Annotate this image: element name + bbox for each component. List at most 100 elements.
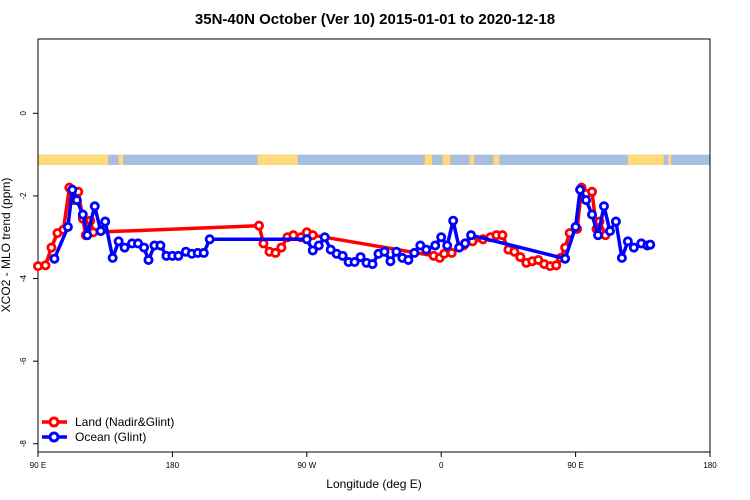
data-point <box>448 215 459 226</box>
data-point <box>119 242 130 253</box>
data-point <box>509 246 520 257</box>
data-point <box>143 254 154 265</box>
x-tick-label: 90 E <box>567 461 583 470</box>
data-point <box>173 250 184 261</box>
data-point <box>403 254 414 265</box>
land-segment <box>424 154 433 165</box>
data-point <box>254 220 265 231</box>
data-point <box>107 252 118 263</box>
y-tick-label: -8 <box>19 440 28 448</box>
series-land <box>33 182 611 272</box>
data-point <box>155 240 166 251</box>
data-point <box>515 252 526 263</box>
data-point <box>46 242 57 253</box>
land-segment <box>668 154 672 165</box>
y-axis-label: XCO2 - MLO trend (ppm) <box>0 178 13 313</box>
y-tick-label: -6 <box>19 357 28 365</box>
data-point <box>587 209 598 220</box>
data-point <box>570 221 581 232</box>
data-point <box>349 257 360 268</box>
land-mask-strip <box>38 154 710 165</box>
data-point <box>497 230 508 241</box>
data-point <box>593 230 604 241</box>
land-segment <box>442 154 451 165</box>
data-point <box>385 256 396 267</box>
data-point <box>442 240 453 251</box>
data-point <box>355 252 366 263</box>
data-point <box>71 195 82 206</box>
data-point <box>95 226 106 237</box>
data-point <box>439 248 450 259</box>
data-point <box>421 244 432 255</box>
x-tick-label: 90 E <box>30 461 46 470</box>
data-point <box>628 242 639 253</box>
data-point <box>409 247 420 258</box>
land-segment <box>493 154 500 165</box>
data-point <box>307 245 318 256</box>
x-axis-label: Longitude (deg E) <box>326 477 421 491</box>
data-point <box>391 246 402 257</box>
data-point <box>100 216 111 227</box>
data-point <box>645 239 656 250</box>
land-segment <box>627 154 664 165</box>
legend-entry-land: Land (Nadir&Glint) <box>42 415 174 429</box>
land-segment <box>469 154 475 165</box>
legend-entry-ocean: Ocean (Glint) <box>42 430 146 444</box>
data-point <box>436 232 447 243</box>
data-point <box>62 221 73 232</box>
x-tick-label: 90 W <box>297 461 316 470</box>
data-point <box>610 216 621 227</box>
data-point <box>598 201 609 212</box>
series-ocean <box>49 184 656 270</box>
data-point <box>575 184 586 195</box>
x-tick-label: 180 <box>166 461 180 470</box>
y-tick-label: -2 <box>19 192 28 200</box>
land-segment <box>38 154 109 165</box>
ocean-band <box>38 154 710 165</box>
data-point <box>33 261 44 272</box>
data-point <box>49 253 60 264</box>
chart-title: 35N-40N October (Ver 10) 2015-01-01 to 2… <box>195 11 555 28</box>
data-point <box>204 234 215 245</box>
data-point <box>560 253 571 264</box>
data-point <box>466 230 477 241</box>
land-segment <box>257 154 298 165</box>
data-point <box>113 236 124 247</box>
data-point <box>313 240 324 251</box>
series-layer <box>33 182 656 272</box>
data-point <box>276 242 287 253</box>
data-point <box>551 260 562 271</box>
land-segment <box>118 154 124 165</box>
data-point <box>270 247 281 258</box>
data-point <box>581 195 592 206</box>
data-point <box>337 250 348 261</box>
legend-label-ocean: Ocean (Glint) <box>75 430 146 444</box>
legend-marker-ocean <box>48 431 60 443</box>
data-point <box>460 238 471 249</box>
data-point <box>430 240 441 251</box>
data-point <box>367 259 378 270</box>
data-point <box>198 247 209 258</box>
data-point <box>40 260 51 271</box>
data-point <box>587 186 598 197</box>
plot-area <box>37 38 711 453</box>
data-point <box>622 236 633 247</box>
x-tick-label: 180 <box>703 461 717 470</box>
data-point <box>82 230 93 241</box>
data-point <box>89 201 100 212</box>
data-point <box>67 184 78 195</box>
data-point <box>319 232 330 243</box>
y-axis: 0 -2 -4 -6 -8 <box>19 111 38 448</box>
data-point <box>604 226 615 237</box>
data-point <box>446 247 457 258</box>
x-tick-label: 0 <box>439 461 444 470</box>
data-point <box>616 252 627 263</box>
legend: Land (Nadir&Glint) Ocean (Glint) <box>42 415 174 444</box>
x-axis: 90 E 180 90 W 0 90 E 180 <box>30 452 717 470</box>
legend-marker-land <box>48 416 60 428</box>
y-tick-label: 0 <box>19 111 28 116</box>
data-point <box>301 234 312 245</box>
data-point <box>77 209 88 220</box>
data-point <box>139 242 150 253</box>
